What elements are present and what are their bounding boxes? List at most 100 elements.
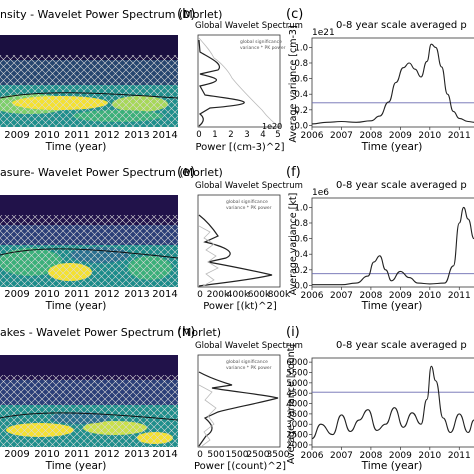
x-tick: 2012	[94, 289, 119, 300]
x-tick: 2012	[94, 449, 119, 460]
significance-curve	[198, 384, 217, 447]
x-tick: 2009	[4, 289, 29, 300]
global-title: Global Wavelet Spectrum	[195, 341, 303, 351]
wavelet-title: nsity - Wavelet Power Spectrum (Morlet)	[0, 8, 222, 21]
global-title: Global Wavelet Spectrum	[195, 181, 303, 191]
y-tick-label: 1.0	[294, 203, 308, 213]
x-tick-label: 2010	[418, 451, 441, 461]
x-tick: 400k	[227, 290, 250, 300]
x-tick: 3	[244, 130, 249, 140]
x-tick-label: 2010	[418, 291, 441, 301]
y-tick-label: 4000	[286, 400, 308, 410]
y-tick-label: 3500	[286, 410, 308, 420]
y-tick-label: 0.8	[294, 219, 308, 229]
wavelet-x-ticks: 2009 2010 2011 2012 2013 2014	[4, 289, 177, 300]
x-tick-label: 2007	[330, 451, 353, 461]
x-tick: 800k	[268, 290, 291, 300]
x-tick: 500	[207, 450, 224, 460]
y-tick-label: 0.4	[294, 90, 308, 100]
x-tick: 2010	[34, 449, 59, 460]
x-tick-label: 2009	[389, 451, 412, 461]
wavelet-x-ticks: 2009 2010 2011 2012 2013 2014	[4, 449, 177, 460]
global-axes	[197, 194, 281, 288]
global-x-ticks: 0 1 2 3 4 5	[196, 130, 280, 140]
x-tick-label: 2006	[301, 131, 324, 141]
axis-offset: 1e21	[312, 28, 335, 38]
x-tick: 2010	[34, 130, 59, 141]
global-xlabel: Power [(cm-3)^2]	[196, 142, 285, 153]
x-tick-label: 2010	[418, 131, 441, 141]
scale-average-line	[311, 43, 474, 125]
x-tick: 0	[196, 130, 201, 140]
panel-label: (c)	[286, 7, 303, 22]
scale-xlabel: Time (year)	[361, 460, 423, 472]
x-tick: 600k	[248, 290, 271, 300]
y-tick-label: 5000	[286, 379, 308, 389]
panel-label: (i)	[286, 325, 300, 340]
global-x-ticks: 0 500 1500 2500 3500	[197, 450, 290, 460]
wavelet-power-map	[0, 355, 179, 447]
legend-entry: global significance	[226, 359, 268, 365]
global-xlabel: Power [(count)^2]	[194, 461, 286, 472]
scale-xlabel: Time (year)	[361, 141, 423, 153]
legend-entry: global significance	[240, 39, 282, 45]
legend-entry: variance * PK power	[226, 205, 272, 211]
scale-axes	[311, 37, 474, 128]
scale-title: 0-8 year scale averaged p	[336, 180, 467, 191]
global-title: Global Wavelet Spectrum	[195, 21, 303, 31]
global-x-ticks: 0 200k 400k 600k 800k	[197, 290, 291, 300]
x-tick-label: 2006	[301, 291, 324, 301]
x-tick: 2009	[4, 449, 29, 460]
y-tick-label: 0.6	[294, 235, 308, 245]
panel-label: (h)	[177, 325, 195, 340]
x-tick: 2009	[4, 130, 29, 141]
x-tick: 5	[275, 130, 280, 140]
y-tick-label: 2000	[286, 441, 308, 451]
y-tick-label: 5500	[286, 368, 308, 378]
scale-axes	[311, 197, 474, 288]
axis-offset: 1e20	[262, 122, 282, 131]
x-tick: 1500	[226, 450, 249, 460]
y-tick-label: 0.2	[294, 266, 308, 276]
scale-title: 0-8 year scale averaged p	[336, 340, 467, 351]
x-tick-label: 2009	[389, 131, 412, 141]
x-tick: 2013	[124, 130, 149, 141]
x-tick-label: 2008	[359, 451, 382, 461]
x-tick: 2014	[152, 289, 177, 300]
scale-title: 0-8 year scale averaged p	[336, 20, 467, 31]
x-tick-label: 2008	[359, 131, 382, 141]
x-tick: 2011	[64, 130, 89, 141]
significance-curve	[198, 225, 219, 287]
y-tick-label: 2500	[286, 431, 308, 441]
y-tick-label: 0.4	[294, 250, 308, 260]
x-tick-label: 2007	[330, 131, 353, 141]
significance-curve	[198, 37, 280, 127]
scale-ylabel: Average variance [kt]	[288, 193, 299, 296]
y-tick-label: 0.6	[294, 75, 308, 85]
x-tick: 0	[197, 290, 203, 300]
x-tick: 2	[228, 130, 233, 140]
y-tick-label: 6000	[286, 358, 308, 368]
x-tick: 2013	[124, 449, 149, 460]
legend-entry: variance * PK power	[226, 365, 272, 371]
x-tick-label: 2007	[330, 291, 353, 301]
scale-ylabel: Average variance [cm-3]	[288, 25, 299, 142]
legend-entry: variance * PK power	[240, 45, 286, 51]
x-tick: 2010	[34, 289, 59, 300]
x-tick: 2500	[247, 450, 270, 460]
global-power-curve	[198, 371, 279, 447]
wavelet-power-map	[0, 35, 179, 127]
x-tick-label: 2006	[301, 451, 324, 461]
wavelet-xlabel: Time (year)	[45, 141, 107, 153]
global-xlabel: Power [(kt)^2]	[203, 301, 277, 312]
x-tick: 0	[197, 450, 203, 460]
x-tick: 3500	[267, 450, 290, 460]
x-tick-label: 2011	[448, 451, 471, 461]
x-tick: 2011	[64, 289, 89, 300]
wavelet-xlabel: Time (year)	[45, 460, 107, 472]
y-tick-label: 0.8	[294, 59, 308, 69]
x-tick: 200k	[207, 290, 230, 300]
x-tick: 1	[212, 130, 217, 140]
panel-label: (b)	[177, 7, 195, 22]
